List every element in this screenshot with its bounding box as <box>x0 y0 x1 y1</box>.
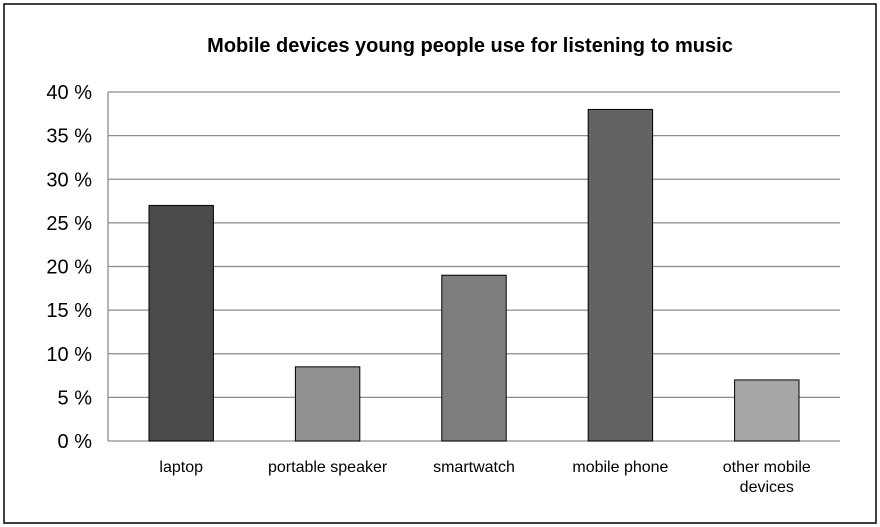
x-tick-label: other mobile <box>723 459 811 476</box>
x-tick-labels: laptop portable speaker smartwatch mobile p… <box>159 459 811 496</box>
y-tick-label: 10 % <box>46 344 92 366</box>
bar <box>734 379 800 442</box>
x-tick-label: mobile phone <box>572 459 668 476</box>
chart-frame <box>3 3 877 524</box>
bar <box>148 204 214 442</box>
y-tick-label: 5 % <box>58 387 93 409</box>
bar <box>294 366 361 442</box>
y-tick-label: 25 % <box>46 213 92 235</box>
x-tick-label: devices <box>740 479 794 496</box>
y-tick-label: 35 % <box>46 126 92 148</box>
y-tick-labels: 0 % 5 % 10 % 15 % 20 % 25 % 30 % 35 % 40 % <box>46 82 92 453</box>
x-tick-label: laptop <box>159 459 203 476</box>
bar <box>441 274 507 442</box>
y-tick-label: 40 % <box>46 82 92 104</box>
bar <box>587 108 654 442</box>
x-tick-label: smartwatch <box>433 459 515 476</box>
y-tick-label: 20 % <box>46 257 92 279</box>
chart-title: Mobile devices young people use for list… <box>207 35 733 57</box>
y-tick-label: 30 % <box>46 169 92 191</box>
y-tick-label: 15 % <box>46 300 92 322</box>
y-tick-label: 0 % <box>58 431 93 453</box>
bars <box>148 108 800 442</box>
x-tick-label: portable speaker <box>268 459 388 476</box>
